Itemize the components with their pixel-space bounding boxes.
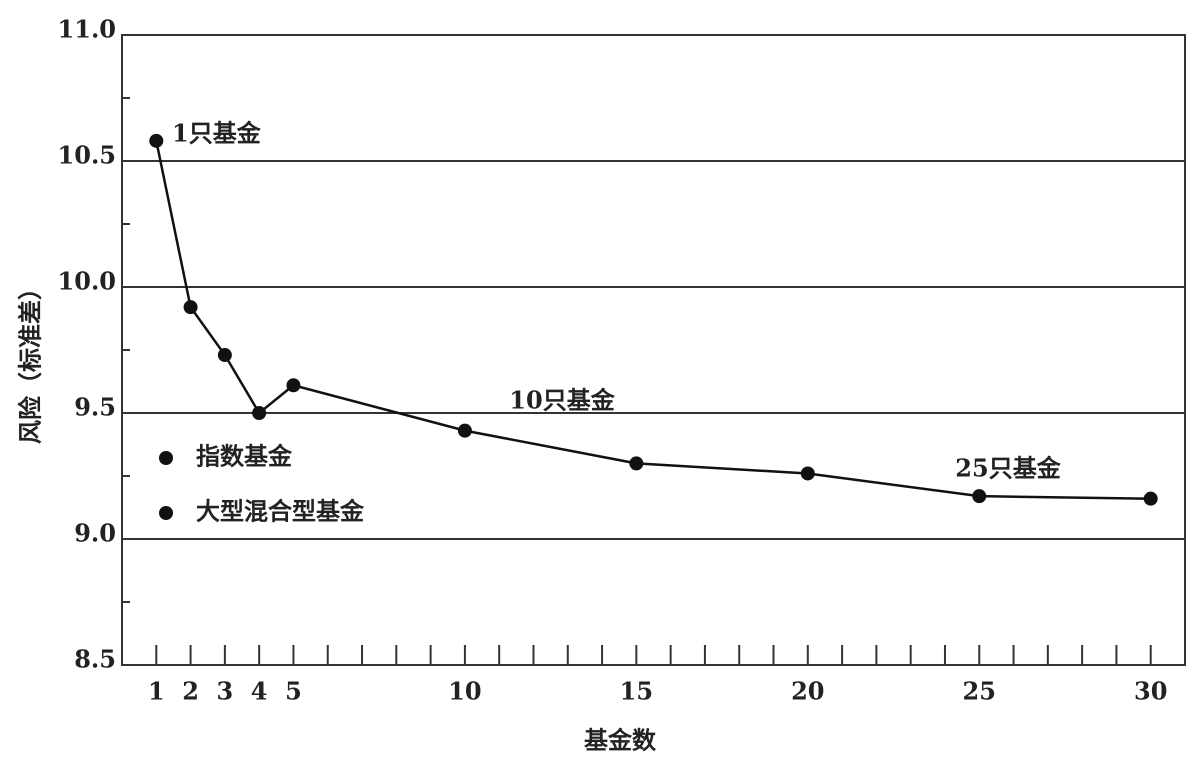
data-point [286,378,301,393]
x-tick-label: 4 [251,677,268,706]
legend-marker [159,451,173,465]
data-point [1143,491,1158,506]
x-tick-label: 3 [217,677,234,706]
x-tick-label: 10 [448,677,481,706]
data-point [629,456,644,471]
y-tick-label: 9.0 [74,519,116,548]
data-point [183,300,198,315]
y-tick-label: 10.0 [58,267,116,296]
x-tick-label: 5 [285,677,302,706]
legend-label: 指数基金 [196,442,293,471]
y-tick-label: 11.0 [58,15,116,44]
data-point [972,489,987,504]
y-tick-label: 8.5 [74,645,116,674]
data-point [457,423,472,438]
x-tick-label: 25 [963,677,996,706]
data-point [217,348,232,363]
data-point [800,466,815,481]
annotation: 25只基金 [955,454,1061,483]
x-axis-label: 基金数 [584,726,657,755]
x-tick-label: 30 [1134,677,1167,706]
legend-marker [159,506,173,520]
x-tick-label: 20 [791,677,824,706]
data-point [252,406,267,420]
x-tick-label: 1 [148,677,165,706]
y-axis-label: 风险（标准差） [16,276,45,444]
y-tick-label: 9.5 [74,393,116,422]
legend-label: 大型混合型基金 [196,497,365,526]
plot-frame [121,34,1186,666]
series-line [155,140,1151,500]
x-tick-label: 2 [182,677,199,706]
annotation: 1只基金 [172,119,262,148]
annotation: 10只基金 [509,386,615,415]
y-tick-label: 10.5 [58,141,116,170]
data-point [149,133,164,148]
x-tick-label: 15 [620,677,653,706]
